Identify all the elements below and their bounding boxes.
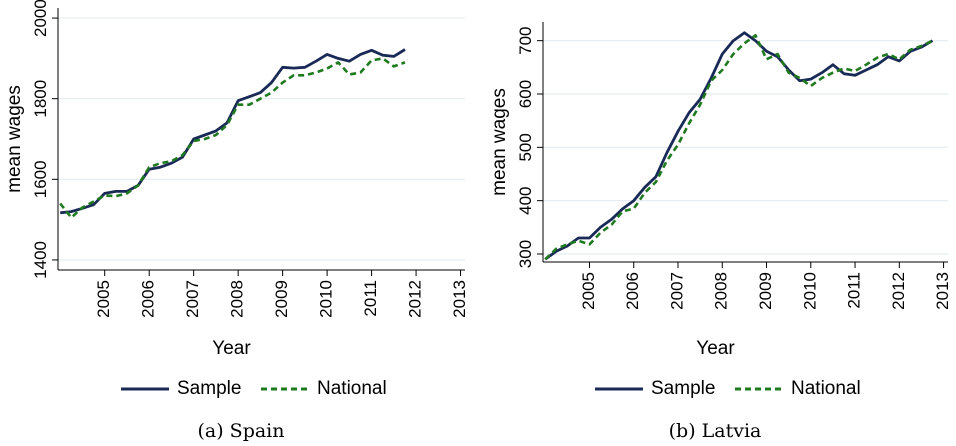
y-tick-label: 400 [516, 186, 535, 214]
x-tick-label: 2012 [889, 272, 908, 310]
x-tick-label: 2006 [623, 272, 642, 310]
x-tick-label: 2010 [317, 280, 336, 318]
legend-label: Sample [651, 378, 715, 399]
y-tick-label: 700 [516, 26, 535, 54]
y-tick-label: 1600 [31, 160, 50, 198]
x-axis-label: Year [212, 338, 251, 359]
x-tick-label: 2013 [933, 272, 952, 310]
y-tick-label: 500 [516, 133, 535, 161]
y-tick-label: 600 [516, 80, 535, 108]
x-axis-label: Year [696, 338, 735, 359]
x-tick-label: 2005 [94, 280, 113, 318]
y-axis-label: mean wages [4, 85, 25, 193]
data-line [60, 48, 406, 215]
x-tick-label: 2008 [228, 280, 247, 318]
y-tick-label: 1400 [31, 241, 50, 279]
caption: (b) Latvia [669, 420, 762, 442]
caption: (a) Spain [197, 420, 284, 442]
legend: Sample National [595, 378, 861, 399]
x-tick-label: 2007 [183, 280, 202, 318]
x-tick-label: 2010 [800, 272, 819, 310]
x-tick-label: 2009 [272, 280, 291, 318]
y-tick-label: 300 [516, 240, 535, 268]
x-tick-label: 2011 [361, 280, 380, 317]
x-tick-label: 2005 [579, 272, 598, 310]
plot-area [58, 8, 465, 270]
x-tick-label: 2013 [450, 280, 469, 318]
x-tick-label: 2012 [406, 280, 425, 318]
x-tick-label: 2007 [667, 272, 686, 310]
panel: 1400 1600 1800 2000 2005 2006 2007 2008 2009 2010… [4, 0, 469, 442]
legend-label: National [791, 378, 861, 399]
x-tick-label: 2011 [845, 272, 864, 309]
x-tick-label: 2008 [712, 272, 731, 310]
x-tick-label: 2006 [139, 280, 158, 318]
legend-label: National [317, 378, 387, 399]
x-tick-label: 2009 [756, 272, 775, 310]
y-axis-label: mean wages [489, 88, 510, 196]
legend-label: Sample [177, 378, 241, 399]
y-tick-label: 2000 [31, 0, 50, 37]
data-line [59, 57, 406, 219]
data-line [544, 31, 934, 261]
legend: Sample National [121, 378, 387, 399]
y-tick-label: 1800 [31, 80, 50, 118]
data-line [544, 34, 934, 261]
panel: 300 400 500 600 700 2005 2006 2007 2008 2009 2010 2… [489, 22, 952, 442]
